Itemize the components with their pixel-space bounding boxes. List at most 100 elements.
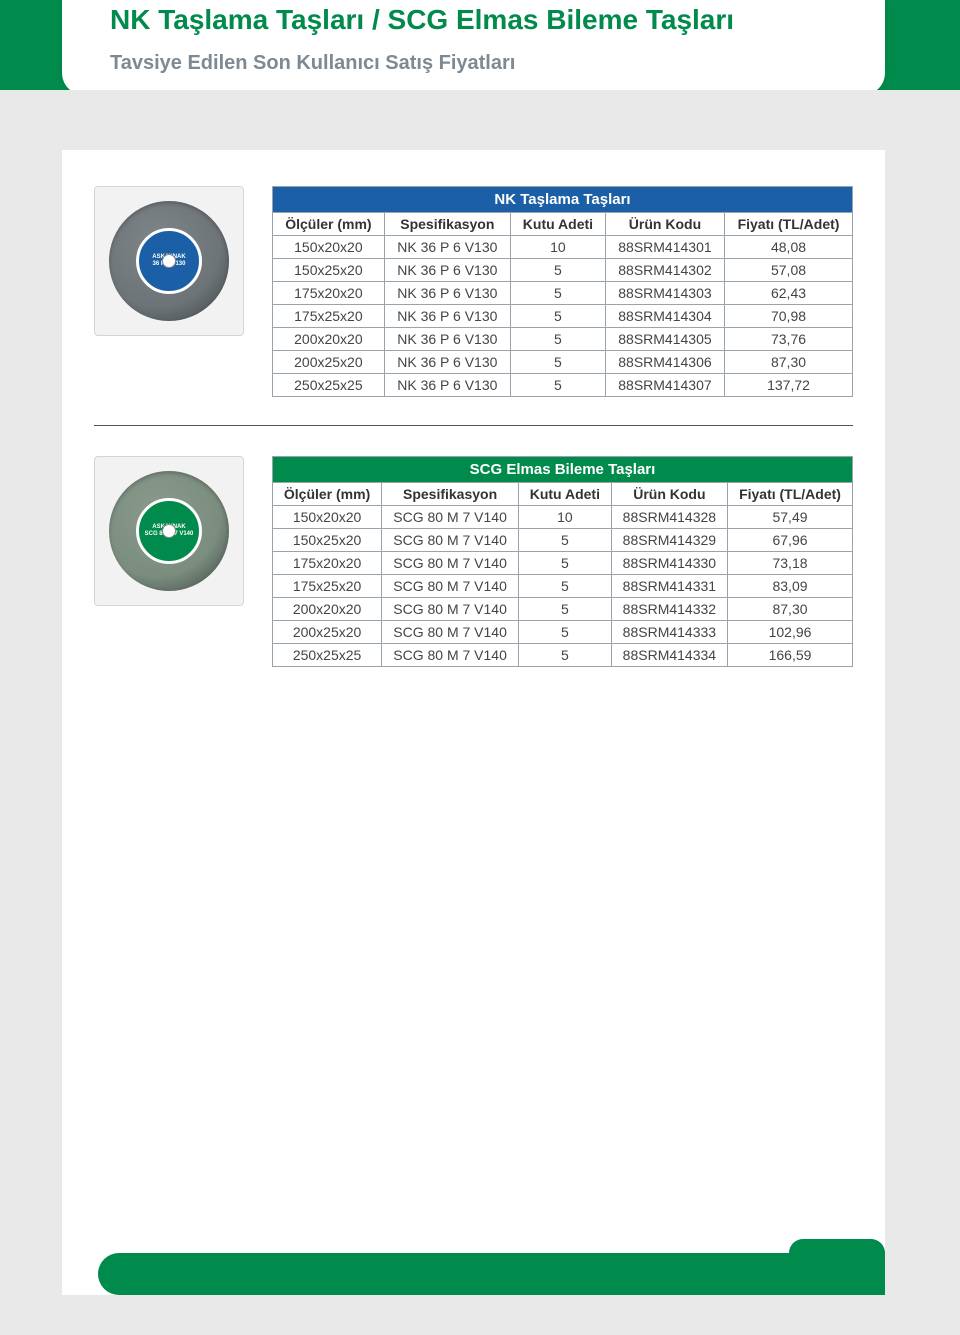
table-cell: 5 [510,351,605,374]
table-row: 250x25x25SCG 80 M 7 V140588SRM414334166,… [273,644,853,667]
table-cell: 175x25x20 [273,575,382,598]
table-cell: 10 [518,506,611,529]
table-cell: 5 [518,529,611,552]
table-cell: 5 [510,305,605,328]
table-cell: 150x25x20 [273,529,382,552]
table-cell: SCG 80 M 7 V140 [382,529,519,552]
table-row: 175x25x20NK 36 P 6 V130588SRM41430470,98 [273,305,853,328]
table-column-header: Spesifikasyon [384,213,510,236]
product-image-nk: ASKAYNAK 36 P 6 V130 [94,186,244,336]
table-column-header: Ürün Kodu [611,483,727,506]
table-cell: 250x25x25 [273,374,385,397]
top-stripe: NK Taşlama Taşları / SCG Elmas Bileme Ta… [0,0,960,90]
table-cell: 88SRM414333 [611,621,727,644]
table-column-header: Kutu Adeti [510,213,605,236]
table-cell: 5 [510,374,605,397]
table-row: 150x25x20NK 36 P 6 V130588SRM41430257,08 [273,259,853,282]
table-cell: 175x20x20 [273,282,385,305]
table-title: SCG Elmas Bileme Taşları [273,457,853,483]
table-cell: 175x25x20 [273,305,385,328]
table-cell: 83,09 [728,575,853,598]
table-cell: NK 36 P 6 V130 [384,282,510,305]
table-cell: SCG 80 M 7 V140 [382,506,519,529]
table-cell: 62,43 [725,282,853,305]
table-cell: 200x25x20 [273,351,385,374]
page-subtitle: Tavsiye Edilen Son Kullanıcı Satış Fiyat… [110,52,837,75]
table-cell: 48,08 [725,236,853,259]
content-card: ASKAYNAK 36 P 6 V130 NK Taşlama Taşları … [62,150,885,1295]
table-cell: 200x25x20 [273,621,382,644]
table-cell: 175x20x20 [273,552,382,575]
table-cell: SCG 80 M 7 V140 [382,575,519,598]
diamond-disc-icon: ASKAYNAK SCG 80 M 7 V140 [109,471,229,591]
table-cell: 88SRM414328 [611,506,727,529]
table-row: 200x20x20SCG 80 M 7 V140588SRM41433287,3… [273,598,853,621]
table-row: 150x20x20NK 36 P 6 V1301088SRM41430148,0… [273,236,853,259]
table-row: 175x20x20NK 36 P 6 V130588SRM41430362,43 [273,282,853,305]
table-row: 250x25x25NK 36 P 6 V130588SRM414307137,7… [273,374,853,397]
price-table-nk: NK Taşlama Taşları Ölçüler (mm)Spesifika… [272,186,853,397]
table-cell: 5 [510,259,605,282]
table-cell: 67,96 [728,529,853,552]
bottom-stripe [62,1253,885,1295]
table-cell: 73,18 [728,552,853,575]
table-cell: 88SRM414302 [605,259,724,282]
table-cell: 5 [518,552,611,575]
table-cell: 88SRM414305 [605,328,724,351]
table-cell: 250x25x25 [273,644,382,667]
table-cell: 5 [510,328,605,351]
product-image-scg: ASKAYNAK SCG 80 M 7 V140 [94,456,244,606]
table-column-header: Ürün Kodu [605,213,724,236]
table-cell: 87,30 [728,598,853,621]
table-cell: SCG 80 M 7 V140 [382,598,519,621]
footer-tab [789,1239,885,1295]
table-cell: NK 36 P 6 V130 [384,305,510,328]
table-cell: NK 36 P 6 V130 [384,328,510,351]
table-cell: 166,59 [728,644,853,667]
table-cell: 88SRM414304 [605,305,724,328]
table-cell: SCG 80 M 7 V140 [382,552,519,575]
table-row: 175x25x20SCG 80 M 7 V140588SRM41433183,0… [273,575,853,598]
disc-center-hole [162,524,176,538]
table-cell: 150x20x20 [273,236,385,259]
table-column-header: Spesifikasyon [382,483,519,506]
table-body: 150x20x20NK 36 P 6 V1301088SRM41430148,0… [273,236,853,397]
table-cell: 5 [518,598,611,621]
table-cell: 137,72 [725,374,853,397]
page-body: ASKAYNAK 36 P 6 V130 NK Taşlama Taşları … [0,90,960,1335]
table-cell: 88SRM414332 [611,598,727,621]
table-cell: 88SRM414331 [611,575,727,598]
table-column-header: Fiyatı (TL/Adet) [725,213,853,236]
section-scg: ASKAYNAK SCG 80 M 7 V140 SCG Elmas Bilem… [94,456,853,667]
table-cell: 5 [518,621,611,644]
table-header-row: Ölçüler (mm)SpesifikasyonKutu AdetiÜrün … [273,213,853,236]
table-cell: 88SRM414330 [611,552,727,575]
footer-bar [98,1253,789,1295]
table-cell: SCG 80 M 7 V140 [382,621,519,644]
table-row: 175x20x20SCG 80 M 7 V140588SRM41433073,1… [273,552,853,575]
table-title: NK Taşlama Taşları [273,187,853,213]
table-body: 150x20x20SCG 80 M 7 V1401088SRM41432857,… [273,506,853,667]
table-cell: 88SRM414301 [605,236,724,259]
table-row: 200x25x20NK 36 P 6 V130588SRM41430687,30 [273,351,853,374]
table-header-row: Ölçüler (mm)SpesifikasyonKutu AdetiÜrün … [273,483,853,506]
table-cell: 200x20x20 [273,598,382,621]
table-column-header: Fiyatı (TL/Adet) [728,483,853,506]
table-cell: 150x20x20 [273,506,382,529]
table-cell: NK 36 P 6 V130 [384,351,510,374]
table-cell: 88SRM414307 [605,374,724,397]
table-cell: SCG 80 M 7 V140 [382,644,519,667]
table-cell: 57,08 [725,259,853,282]
table-column-header: Kutu Adeti [518,483,611,506]
table-cell: 88SRM414329 [611,529,727,552]
table-cell: 5 [518,644,611,667]
table-column-header: Ölçüler (mm) [273,483,382,506]
table-row: 200x20x20NK 36 P 6 V130588SRM41430573,76 [273,328,853,351]
table-row: 150x20x20SCG 80 M 7 V1401088SRM41432857,… [273,506,853,529]
disc-center-hole [162,254,176,268]
header-panel: NK Taşlama Taşları / SCG Elmas Bileme Ta… [62,0,885,95]
table-row: 200x25x20SCG 80 M 7 V140588SRM414333102,… [273,621,853,644]
table-cell: 102,96 [728,621,853,644]
table-cell: NK 36 P 6 V130 [384,236,510,259]
table-cell: 87,30 [725,351,853,374]
